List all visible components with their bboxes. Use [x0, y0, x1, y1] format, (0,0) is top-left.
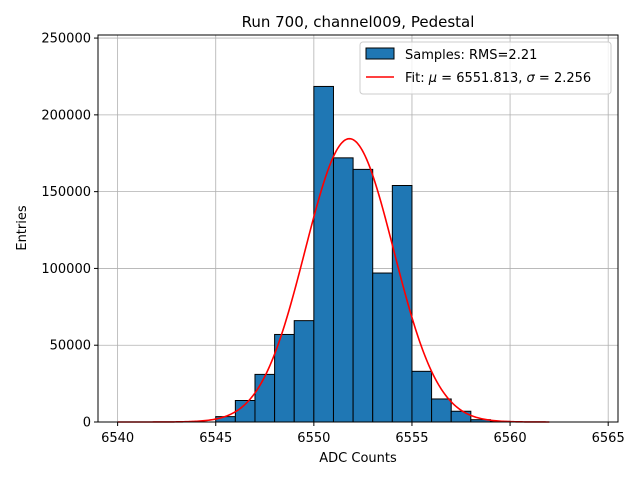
x-axis-ticks: 6540 6545 6550 6555 6560 6565 — [101, 422, 625, 446]
y-tick-label: 100000 — [41, 262, 91, 277]
histogram-bar — [450, 410, 472, 423]
histogram-bar — [332, 157, 354, 423]
x-tick-label: 6565 — [592, 431, 625, 446]
y-tick-label: 200000 — [41, 108, 91, 123]
x-tick-label: 6555 — [395, 431, 428, 446]
sigma-equals: = — [535, 71, 554, 86]
x-tick-label: 6550 — [297, 431, 330, 446]
histogram-bar — [313, 85, 334, 423]
histogram-bar — [352, 168, 374, 423]
fit-prefix: Fit: — [405, 71, 429, 86]
y-tick-label: 50000 — [50, 339, 91, 354]
y-tick-label: 250000 — [41, 32, 91, 47]
histogram-bar — [215, 416, 236, 423]
x-tick-label: 6560 — [494, 431, 527, 446]
legend-box — [359, 41, 612, 95]
x-axis-label: ADC Counts — [319, 451, 397, 466]
y-tick-label: 150000 — [41, 185, 91, 200]
chart-title: Run 700, channel009, Pedestal — [242, 13, 475, 31]
plot-frame — [97, 34, 619, 423]
mu-equals: = — [437, 71, 456, 86]
histogram-bar — [431, 398, 452, 423]
histogram-bar — [391, 185, 413, 423]
histogram-bar — [254, 373, 276, 423]
legend-bar-swatch — [365, 47, 395, 60]
sigma-value: 2.256 — [554, 71, 591, 86]
histogram-bar — [411, 370, 433, 423]
x-tick-label: 6540 — [101, 431, 134, 446]
histogram-bars — [215, 85, 511, 423]
sigma-symbol: σ — [527, 71, 536, 86]
histogram-bar — [372, 272, 393, 423]
y-axis-ticks: 0 50000 100000 150000 200000 250000 — [41, 32, 98, 431]
y-axis-label: Entries — [15, 205, 30, 251]
legend-samples-label: Samples: RMS=2.21 — [405, 48, 537, 63]
histogram-bar — [293, 320, 315, 423]
mu-symbol: μ — [428, 71, 437, 86]
y-tick-label: 0 — [83, 416, 91, 431]
x-tick-label: 6545 — [199, 431, 232, 446]
mu-value: 6551.813 — [456, 71, 518, 86]
legend-fit-label: Fit: μ = 6551.813, σ = 2.256 — [405, 71, 591, 86]
fit-separator: , — [518, 71, 526, 86]
legend: Samples: RMS=2.21 Fit: μ = 6551.813, σ =… — [359, 41, 612, 95]
